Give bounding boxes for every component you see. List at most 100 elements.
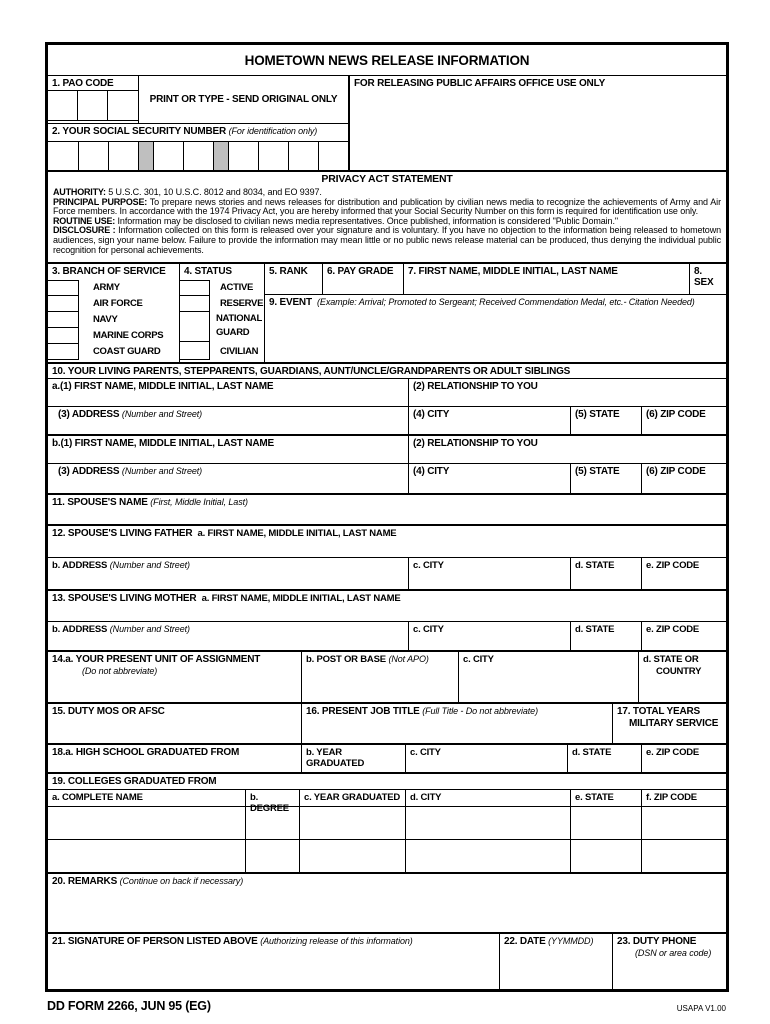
remarks-field[interactable]: 20. REMARKS (Continue on back if necessa… <box>48 872 726 932</box>
relative-a-state-field[interactable]: (5) STATE <box>570 407 641 434</box>
college-cell[interactable] <box>245 807 299 839</box>
college-row-2 <box>48 839 726 872</box>
relative-a-name-field[interactable]: a.(1) FIRST NAME, MIDDLE INITIAL, LAST N… <box>48 379 408 406</box>
assignment-row: 14.a. YOUR PRESENT UNIT OF ASSIGNMENT (D… <box>48 650 726 702</box>
option-air-force: AIR FORCE <box>93 298 143 309</box>
high-school-field[interactable]: 18.a. HIGH SCHOOL GRADUATED FROM <box>48 745 301 772</box>
spouse-name-hint: (First, Middle Initial, Last) <box>150 497 248 507</box>
spouse-mother-state-field[interactable]: d. STATE <box>570 622 641 650</box>
spouse-name-field[interactable]: 11. SPOUSE'S NAME (First, Middle Initial… <box>48 493 726 524</box>
city-label: c. CITY <box>413 624 444 635</box>
privacy-title: PRIVACY ACT STATEMENT <box>48 170 726 186</box>
spouse-father-city-field[interactable]: c. CITY <box>408 558 570 589</box>
college-cell[interactable] <box>245 840 299 872</box>
college-cell[interactable] <box>299 807 405 839</box>
privacy-purpose-text: To prepare news stories and news release… <box>53 196 721 217</box>
spouse-mother-city-field[interactable]: c. CITY <box>408 622 570 650</box>
checkbox-army[interactable] <box>48 280 79 296</box>
ssn-box[interactable] <box>288 142 318 170</box>
relative-b-address-field[interactable]: (3) ADDRESS (Number and Street) <box>48 464 408 493</box>
ssn-box[interactable] <box>153 142 183 170</box>
privacy-routine-text: Information may be disclosed to civilian… <box>117 215 619 226</box>
hs-city-field[interactable]: c. CITY <box>405 745 567 772</box>
ssn-box[interactable] <box>183 142 213 170</box>
job-title-field[interactable]: 16. PRESENT JOB TITLE (Full Title - Do n… <box>301 704 612 743</box>
relative-a-address-field[interactable]: (3) ADDRESS (Number and Street) <box>48 407 408 434</box>
spouse-mother-name-field[interactable]: 13. SPOUSE'S LIVING MOTHER a. FIRST NAME… <box>48 589 726 621</box>
spouse-father-address-field[interactable]: b. ADDRESS (Number and Street) <box>48 558 408 589</box>
ssn-box[interactable] <box>108 142 138 170</box>
pao-box[interactable] <box>78 91 108 120</box>
relative-b-name-field[interactable]: b.(1) FIRST NAME, MIDDLE INITIAL, LAST N… <box>48 436 408 463</box>
college-cell[interactable] <box>405 840 570 872</box>
releasing-office-cell[interactable]: FOR RELEASING PUBLIC AFFAIRS OFFICE USE … <box>348 76 726 170</box>
college-cell[interactable] <box>48 807 245 839</box>
hs-year-field[interactable]: b. YEAR GRADUATED <box>301 745 405 772</box>
option-national-guard: NATIONAL GUARD <box>216 313 262 338</box>
rank-field[interactable]: 5. RANK <box>264 264 322 294</box>
college-cell[interactable] <box>641 807 726 839</box>
college-col-city: d. CITY <box>410 792 442 803</box>
form-number: DD FORM 2266, JUN 95 (EG) <box>47 999 211 1013</box>
total-years-field[interactable]: 17. TOTAL YEARS MILITARY SERVICE <box>612 704 726 743</box>
address-label: (3) ADDRESS (Number and Street) <box>48 407 408 420</box>
ssn-box[interactable] <box>78 142 108 170</box>
college-cell[interactable] <box>48 840 245 872</box>
signature-field[interactable]: 21. SIGNATURE OF PERSON LISTED ABOVE (Au… <box>48 934 499 989</box>
date-field[interactable]: 22. DATE (YYMMDD) <box>499 934 612 989</box>
duty-phone-field[interactable]: 23. DUTY PHONE (DSN or area code) <box>612 934 726 989</box>
spouse-father-zip-field[interactable]: e. ZIP CODE <box>641 558 726 589</box>
assignment-city-field[interactable]: c. CITY <box>458 652 638 702</box>
post-or-base-field[interactable]: b. POST OR BASE (Not APO) <box>301 652 458 702</box>
relative-b-relationship-field[interactable]: (2) RELATIONSHIP TO YOU <box>408 436 726 463</box>
name-field[interactable]: 7. FIRST NAME, MIDDLE INITIAL, LAST NAME <box>403 264 689 294</box>
state-label: d. STATE <box>575 560 615 571</box>
checkbox-civilian[interactable] <box>180 342 210 360</box>
checkbox-coast-guard[interactable] <box>48 344 79 360</box>
relative-b-zip-field[interactable]: (6) ZIP CODE <box>641 464 726 493</box>
ssn-box[interactable] <box>48 142 78 170</box>
ssn-box[interactable] <box>318 142 348 170</box>
spouse-father-state-field[interactable]: d. STATE <box>570 558 641 589</box>
hs-state-field[interactable]: d. STATE <box>567 745 641 772</box>
zip-label: e. ZIP CODE <box>646 560 700 571</box>
ssn-box[interactable] <box>228 142 258 170</box>
spouse-father-label-text: 12. SPOUSE'S LIVING FATHER <box>52 528 193 539</box>
hs-zip-field[interactable]: e. ZIP CODE <box>641 745 726 772</box>
duty-mos-field[interactable]: 15. DUTY MOS OR AFSC <box>48 704 301 743</box>
checkbox-air-force[interactable] <box>48 296 79 312</box>
pay-grade-field[interactable]: 6. PAY GRADE <box>322 264 403 294</box>
state-label: d. STATE <box>572 747 612 758</box>
releasing-office-label: FOR RELEASING PUBLIC AFFAIRS OFFICE USE … <box>354 78 606 89</box>
college-cell[interactable] <box>570 807 641 839</box>
college-cell[interactable] <box>570 840 641 872</box>
date-label: 22. DATE (YYMMDD) <box>500 934 612 947</box>
pao-box[interactable] <box>48 91 78 120</box>
checkbox-national-guard[interactable] <box>180 312 210 342</box>
relative-a-zip-field[interactable]: (6) ZIP CODE <box>641 407 726 434</box>
ssn-box[interactable] <box>258 142 288 170</box>
date-label-text: 22. DATE <box>504 936 546 947</box>
checkbox-active[interactable] <box>180 280 210 296</box>
spouse-mother-address-field[interactable]: b. ADDRESS (Number and Street) <box>48 622 408 650</box>
college-cell[interactable] <box>299 840 405 872</box>
spouse-father-name-field[interactable]: 12. SPOUSE'S LIVING FATHER a. FIRST NAME… <box>48 524 726 557</box>
pao-box[interactable] <box>108 91 139 120</box>
checkbox-navy[interactable] <box>48 312 79 328</box>
relative-a-city-field[interactable]: (4) CITY <box>408 407 570 434</box>
event-field[interactable]: 9. EVENT (Example: Arrival; Promoted to … <box>264 294 726 362</box>
unit-of-assignment-field[interactable]: 14.a. YOUR PRESENT UNIT OF ASSIGNMENT (D… <box>48 652 301 702</box>
branch-of-service-cell: 3. BRANCH OF SERVICE ARMY AIR FORCE NAVY… <box>48 264 179 362</box>
option-coast-guard: COAST GUARD <box>93 346 161 357</box>
relative-a-relationship-field[interactable]: (2) RELATIONSHIP TO YOU <box>408 379 726 406</box>
college-cell[interactable] <box>405 807 570 839</box>
relative-b-city-field[interactable]: (4) CITY <box>408 464 570 493</box>
relative-b-state-field[interactable]: (5) STATE <box>570 464 641 493</box>
address-hint: (Number and Street) <box>121 466 203 476</box>
checkbox-marine-corps[interactable] <box>48 328 79 344</box>
spouse-mother-zip-field[interactable]: e. ZIP CODE <box>641 622 726 650</box>
checkbox-reserve[interactable] <box>180 296 210 312</box>
sex-field[interactable]: 8. SEX <box>689 264 726 294</box>
college-cell[interactable] <box>641 840 726 872</box>
assignment-state-field[interactable]: d. STATE OR COUNTRY <box>638 652 726 702</box>
